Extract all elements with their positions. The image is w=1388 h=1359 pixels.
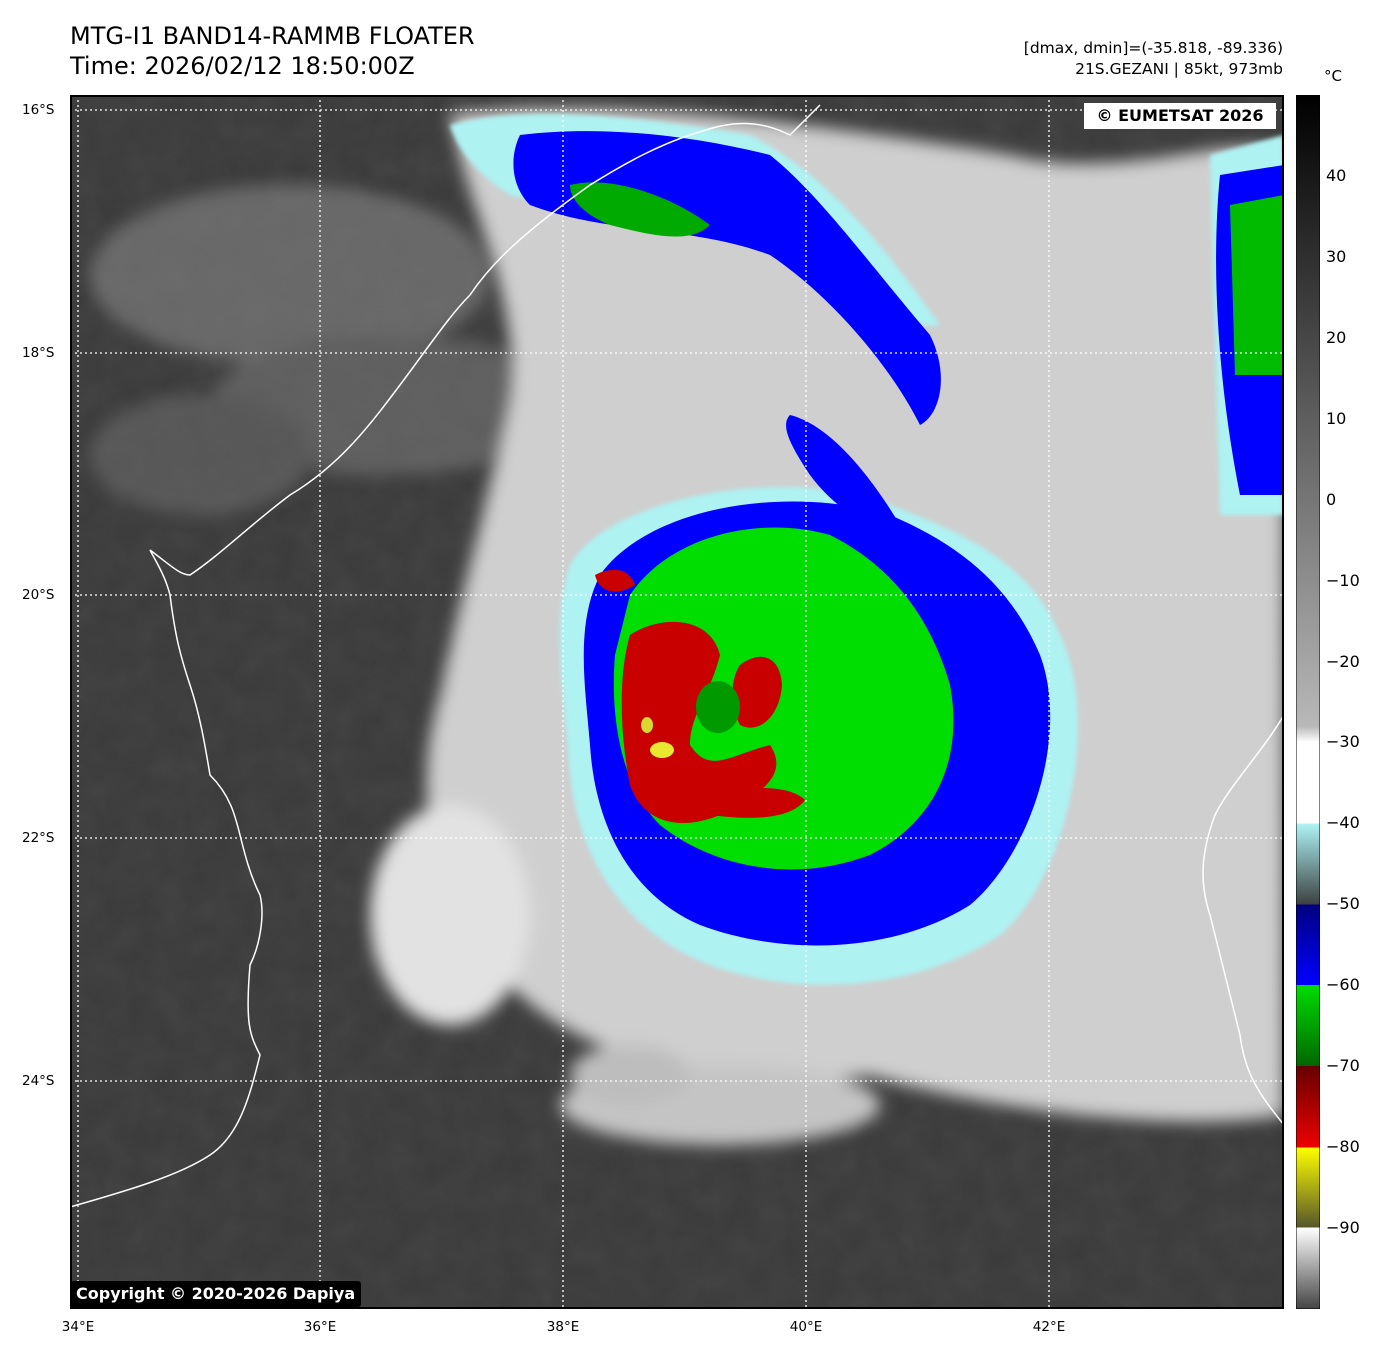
colorbar-tick-label: −60: [1326, 975, 1360, 995]
colorbar-tick-label: −40: [1326, 813, 1360, 833]
colorbar-tick-label: 40: [1326, 165, 1347, 185]
red-cold-tops: [595, 569, 805, 824]
lon-label-38e: 38°E: [546, 1319, 580, 1335]
lon-label-34e: 34°E: [61, 1319, 95, 1335]
cirrus-haze: [90, 185, 570, 515]
colorbar-tick-label: −80: [1326, 1137, 1360, 1157]
satellite-map: [70, 95, 1284, 1309]
chart-title: MTG-I1 BAND14-RAMMB FLOATER: [70, 22, 475, 50]
lat-label-22s: 22°S: [22, 830, 55, 846]
yellow-coldest-tops: [641, 717, 674, 758]
map-frame: [70, 95, 1284, 1309]
coastline: [70, 104, 821, 1208]
colorbar-tick-label: −50: [1326, 894, 1360, 914]
lon-label-42e: 42°E: [1032, 1319, 1066, 1335]
colorbar-tick-label: −90: [1326, 1218, 1360, 1238]
colorbar-tick-label: 0: [1326, 489, 1337, 509]
storm-info: 21S.GEZANI | 85kt, 973mb: [1075, 60, 1283, 78]
eumetsat-watermark: © EUMETSAT 2026: [1084, 103, 1276, 129]
lon-label-40e: 40°E: [789, 1319, 823, 1335]
storm-eye: [696, 681, 740, 733]
colorbar-tick-label: 10: [1326, 408, 1347, 428]
colorbar-tick-label: 30: [1326, 246, 1347, 266]
lat-label-16s: 16°S: [22, 102, 55, 118]
lat-label-20s: 20°S: [22, 587, 55, 603]
lat-label-18s: 18°S: [22, 345, 55, 361]
colorbar-tick-label: −70: [1326, 1056, 1360, 1076]
data-range-text: [dmax, dmin]=(-35.818, -89.336): [1023, 39, 1283, 57]
colorbar-tick-label: 20: [1326, 327, 1347, 347]
graticule: [70, 95, 1284, 1309]
lat-label-24s: 24°S: [22, 1073, 55, 1089]
timestamp: Time: 2026/02/12 18:50:00Z: [70, 52, 415, 80]
colorbar-tick-label: −20: [1326, 651, 1360, 671]
lon-label-36e: 36°E: [303, 1319, 337, 1335]
colorbar-unit: °C: [1324, 67, 1342, 85]
colorbar-tick-label: −10: [1326, 570, 1360, 590]
copyright-badge: Copyright © 2020-2026 Dapiya: [70, 1281, 362, 1307]
colorbar: [1296, 95, 1320, 1309]
colorbar-tick-label: −30: [1326, 732, 1360, 752]
